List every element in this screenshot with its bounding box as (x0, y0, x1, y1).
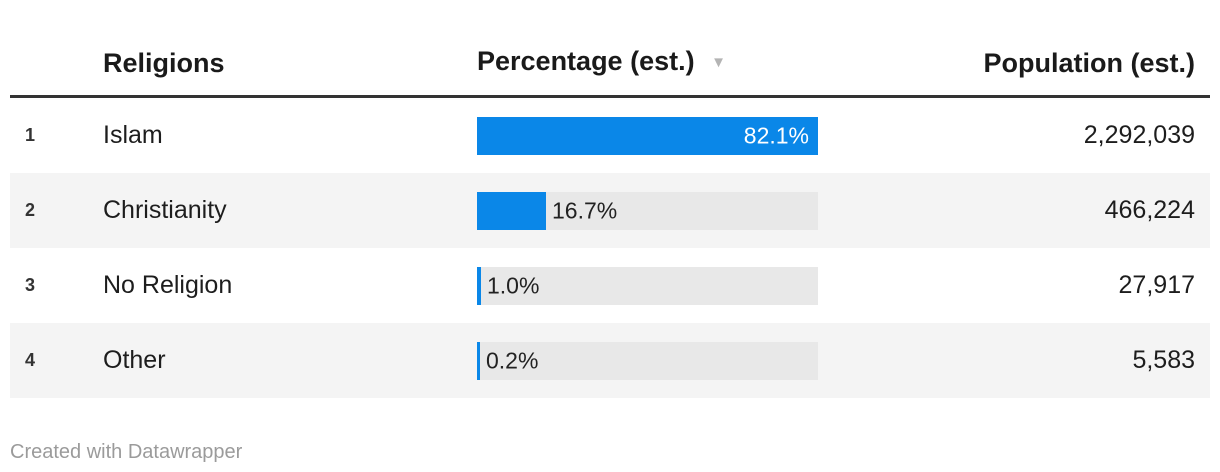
bar-value-label: 16.7% (552, 197, 618, 223)
row-rank: 1 (25, 125, 36, 145)
row-rank: 4 (25, 350, 36, 370)
bar-value-label: 0.2% (486, 347, 539, 373)
row-rank: 2 (25, 200, 36, 220)
attribution: Created with Datawrapper (10, 440, 1220, 464)
row-bar-cell: 82.1% (477, 116, 818, 155)
bar-track: 16.7% (477, 191, 818, 230)
row-population: 466,224 (1104, 196, 1195, 224)
table-header-row: Religions Percentage (est.) ▼ Population… (10, 0, 1210, 98)
bar-value-label: 82.1% (743, 122, 809, 148)
religion-table: Religions Percentage (est.) ▼ Population… (10, 0, 1210, 398)
table-row: 1 Islam 82.1% 2,292,039 (10, 98, 1210, 173)
bar-fill (477, 191, 546, 230)
row-population: 27,917 (1118, 271, 1195, 299)
column-header-religions-label: Religions (103, 48, 225, 78)
bar-fill (477, 341, 480, 380)
column-header-population-label: Population (est.) (983, 48, 1196, 78)
row-population: 2,292,039 (1083, 121, 1195, 149)
row-religion: Other (103, 346, 166, 374)
table-row: 2 Christianity 16.7% 466,224 (10, 173, 1210, 248)
table-row: 3 No Religion 1.0% 27,917 (10, 248, 1210, 323)
row-bar-cell: 0.2% (477, 341, 818, 380)
table-body: 1 Islam 82.1% 2,292,039 2 Christianity 1… (10, 98, 1210, 398)
column-header-religions[interactable]: Religions (60, 46, 477, 80)
bar-fill (477, 116, 818, 155)
column-header-percentage-label: Percentage (est.) (477, 46, 695, 76)
row-rank: 3 (25, 275, 36, 295)
bar-track: 0.2% (477, 341, 818, 380)
table-row: 4 Other 0.2% 5,583 (10, 323, 1210, 398)
row-bar-cell: 1.0% (477, 266, 818, 305)
column-header-population[interactable]: Population (est.) (818, 46, 1210, 80)
sort-descending-icon: ▼ (711, 54, 726, 71)
row-bar-cell: 16.7% (477, 191, 818, 230)
column-header-percentage[interactable]: Percentage (est.) ▼ (477, 44, 818, 80)
row-religion: Islam (103, 121, 163, 149)
row-religion: Christianity (103, 196, 227, 224)
bar-track: 82.1% (477, 116, 818, 155)
bar-fill (477, 266, 481, 305)
bar-value-label: 1.0% (487, 272, 540, 298)
attribution-link[interactable]: Created with Datawrapper (10, 441, 243, 463)
row-religion: No Religion (103, 271, 233, 299)
row-population: 5,583 (1132, 346, 1195, 374)
bar-track: 1.0% (477, 266, 818, 305)
